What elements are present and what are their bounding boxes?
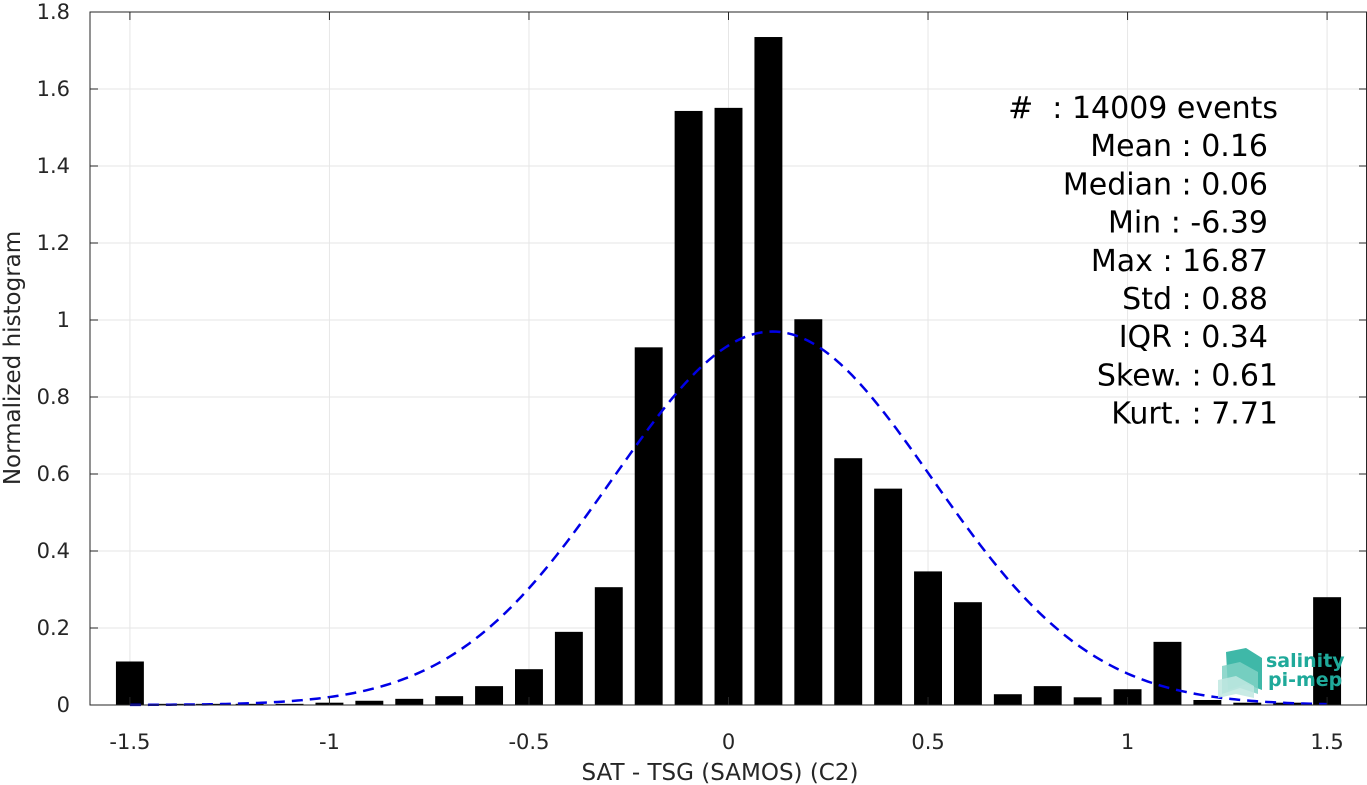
y-tick-label: 1.4 xyxy=(37,154,70,178)
y-tick-label: 0.2 xyxy=(37,616,70,640)
histogram-bar xyxy=(714,107,743,706)
histogram-bar xyxy=(794,319,823,705)
y-tick-label: 1.6 xyxy=(37,77,70,101)
x-tick-label: 1.5 xyxy=(1310,730,1343,754)
logo-mark-icon xyxy=(1218,648,1262,698)
histogram-bar xyxy=(953,602,982,705)
y-tick-label: 0.4 xyxy=(37,539,70,563)
stats-line: Mean : 0.16 xyxy=(1090,129,1268,164)
histogram-bar xyxy=(1233,702,1262,705)
logo-line1: salinity xyxy=(1266,650,1345,672)
x-axis-title: SAT - TSG (SAMOS) (C2) xyxy=(582,760,859,785)
histogram-bar xyxy=(235,703,264,705)
stats-line: Median : 0.06 xyxy=(1063,167,1268,202)
y-tick-label: 0.6 xyxy=(37,462,70,486)
y-axis-title: Normalized histogram xyxy=(0,231,26,485)
histogram-bar xyxy=(435,696,464,705)
histogram-bar xyxy=(993,694,1022,705)
logo-line2: pi-mep xyxy=(1268,669,1342,691)
stats-line: Std : 0.88 xyxy=(1122,282,1268,317)
x-tick-label: -1.5 xyxy=(109,730,150,754)
histogram-bar xyxy=(674,110,703,705)
x-axis-ticks: -1.5 -1 -0.5 0 0.5 1 1.5 xyxy=(109,12,1344,754)
stats-line: Min : -6.39 xyxy=(1108,206,1268,241)
stats-line: Kurt. : 7.71 xyxy=(1111,397,1278,432)
histogram-bar xyxy=(1313,597,1342,705)
histogram-bar xyxy=(1193,699,1222,705)
stats-line: IQR : 0.34 xyxy=(1119,320,1268,355)
x-tick-label: -1 xyxy=(319,730,340,754)
x-tick-label: 0 xyxy=(722,730,735,754)
histogram-bar xyxy=(594,587,623,705)
histogram-bar xyxy=(475,686,504,705)
histogram-bar xyxy=(914,571,942,705)
histogram-bar xyxy=(554,631,583,705)
y-tick-label: 1 xyxy=(57,308,70,332)
y-tick-label: 0 xyxy=(57,693,70,717)
y-tick-label: 1.2 xyxy=(37,231,70,255)
stats-line: # : 14009 events xyxy=(1008,91,1278,126)
histogram-bar xyxy=(874,488,903,705)
stats-line: Max : 16.87 xyxy=(1091,244,1268,279)
x-tick-label: -0.5 xyxy=(508,730,549,754)
histogram-bar xyxy=(634,347,663,705)
histogram-bar xyxy=(355,700,384,705)
histogram-bar xyxy=(834,458,863,705)
y-tick-label: 1.8 xyxy=(37,0,70,24)
histogram-bars xyxy=(115,37,1342,706)
histogram-bar xyxy=(275,703,304,705)
y-tick-label: 0.8 xyxy=(37,385,70,409)
histogram-bar xyxy=(1073,697,1102,705)
x-tick-label: 1 xyxy=(1121,730,1134,754)
stats-line: Skew. : 0.61 xyxy=(1097,358,1278,393)
salinity-pi-mep-logo: salinity pi-mep xyxy=(1218,648,1345,698)
histogram-bar xyxy=(1033,686,1062,705)
histogram-bar xyxy=(1153,641,1182,705)
x-tick-label: 0.5 xyxy=(911,730,944,754)
histogram-bar xyxy=(395,698,424,705)
y-axis-ticks: 0 0.2 0.4 0.6 0.8 1 1.2 1.4 1.6 1.8 xyxy=(37,0,1367,717)
histogram-bar xyxy=(754,37,783,705)
